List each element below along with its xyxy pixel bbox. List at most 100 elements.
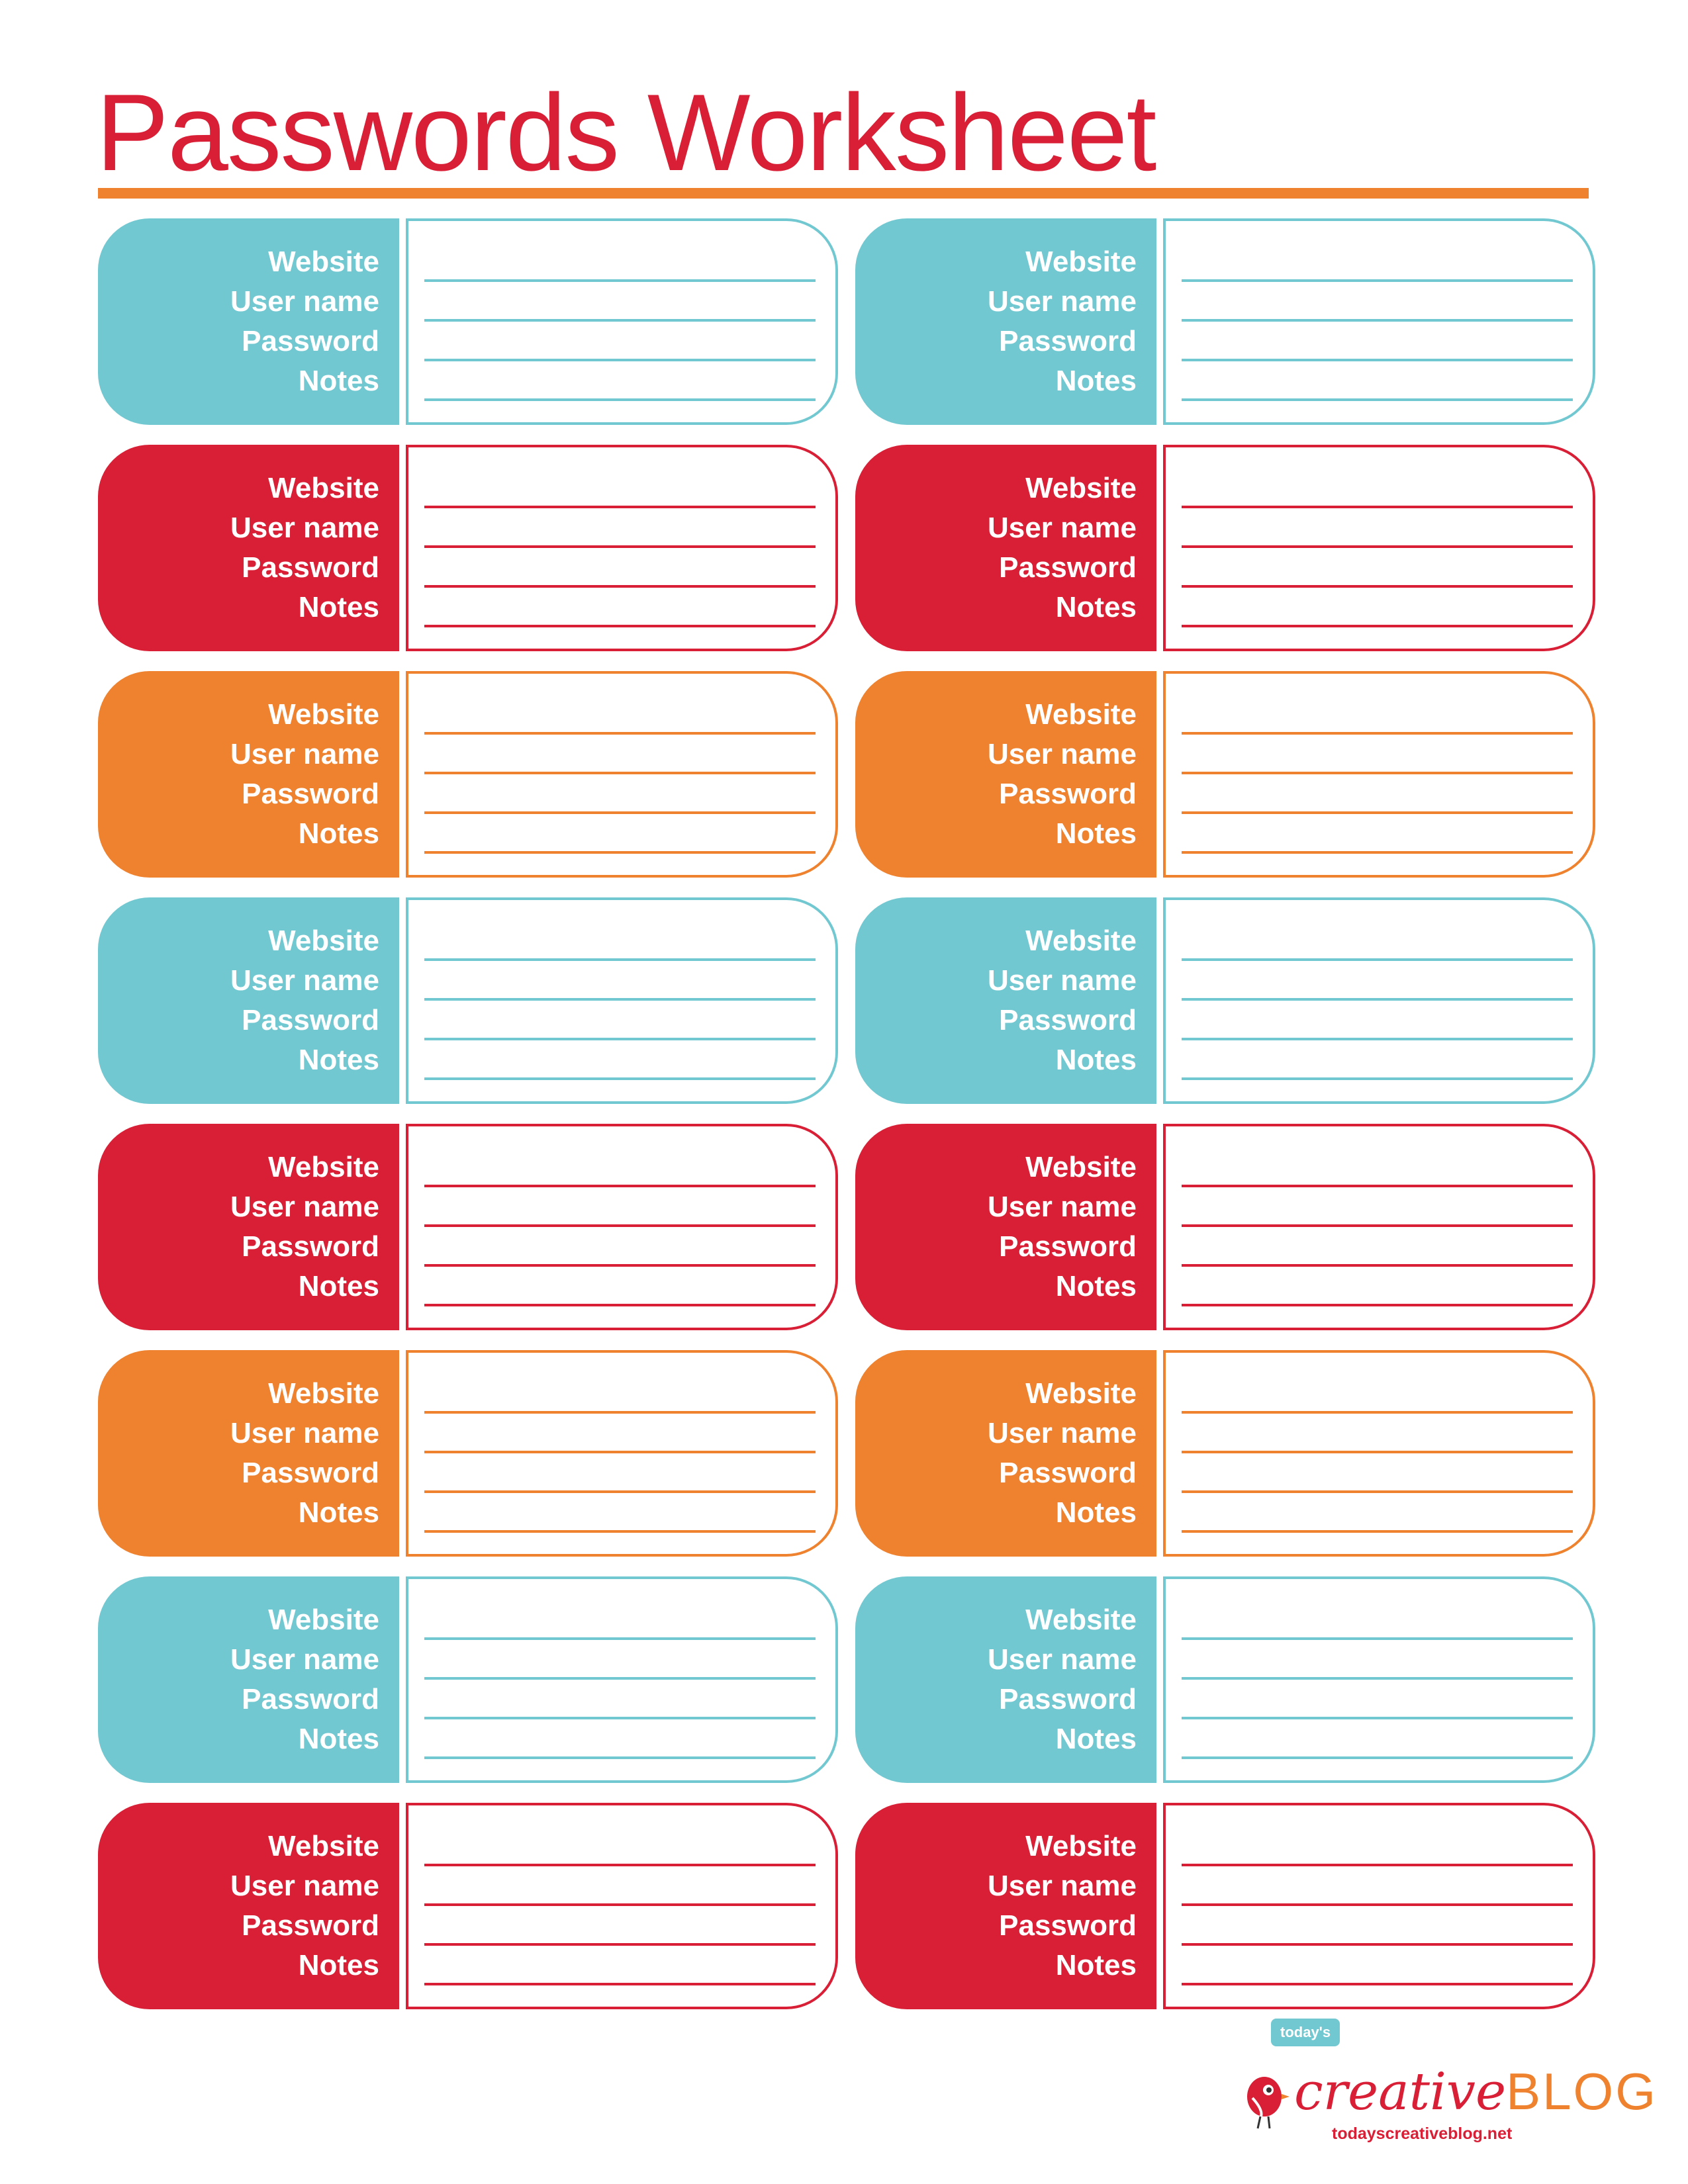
entry-line-website[interactable] [1182, 1600, 1573, 1640]
entry-line-user-name[interactable] [1182, 282, 1573, 322]
password-card: Website User name Password Notes [98, 218, 838, 425]
field-label-website: Website [268, 925, 379, 957]
entry-line-user-name[interactable] [1182, 1187, 1573, 1227]
card-entry-panel [406, 1350, 838, 1557]
password-card: Website User name Password Notes [855, 1350, 1595, 1557]
field-label-user-name: User name [987, 1870, 1137, 1902]
card-entry-panel [406, 671, 838, 878]
entry-line-website[interactable] [1182, 695, 1573, 735]
card-label-panel: Website User name Password Notes [98, 897, 399, 1104]
entry-line-user-name[interactable] [424, 508, 816, 548]
field-label-password: Password [242, 551, 379, 584]
entry-line-notes[interactable] [1182, 1040, 1573, 1080]
card-label-panel: Website User name Password Notes [98, 1350, 399, 1557]
entry-line-website[interactable] [1182, 242, 1573, 282]
entry-line-user-name[interactable] [424, 1414, 816, 1453]
entry-line-password[interactable] [1182, 774, 1573, 814]
field-label-website: Website [1025, 1377, 1137, 1410]
entry-line-notes[interactable] [424, 588, 816, 627]
field-label-notes: Notes [1055, 1270, 1137, 1302]
password-cards-grid: Website User name Password Notes Website User… [98, 218, 1595, 2009]
entry-line-website[interactable] [1182, 469, 1573, 508]
entry-line-website[interactable] [1182, 1148, 1573, 1187]
field-label-user-name: User name [987, 1191, 1137, 1223]
card-entry-panel [406, 1576, 838, 1783]
entry-line-user-name[interactable] [1182, 735, 1573, 774]
entry-line-website[interactable] [1182, 1374, 1573, 1414]
field-label-user-name: User name [987, 1417, 1137, 1449]
entry-line-user-name[interactable] [424, 961, 816, 1001]
entry-line-password[interactable] [1182, 1453, 1573, 1493]
entry-line-website[interactable] [1182, 1827, 1573, 1866]
entry-line-user-name[interactable] [424, 1866, 816, 1906]
entry-line-notes[interactable] [1182, 1267, 1573, 1306]
entry-line-user-name[interactable] [1182, 1640, 1573, 1680]
field-label-user-name: User name [230, 285, 379, 318]
entry-line-password[interactable] [424, 774, 816, 814]
entry-line-website[interactable] [1182, 921, 1573, 961]
field-label-password: Password [242, 1909, 379, 1942]
entry-line-password[interactable] [424, 1680, 816, 1719]
entry-line-notes[interactable] [424, 1267, 816, 1306]
entry-line-password[interactable] [424, 1906, 816, 1946]
entry-line-user-name[interactable] [424, 1187, 816, 1227]
entry-line-user-name[interactable] [424, 282, 816, 322]
entry-line-user-name[interactable] [1182, 1414, 1573, 1453]
field-label-user-name: User name [987, 964, 1137, 997]
password-card: Website User name Password Notes [98, 445, 838, 651]
field-label-password: Password [999, 1004, 1137, 1036]
entry-line-password[interactable] [1182, 548, 1573, 588]
entry-line-notes[interactable] [424, 814, 816, 854]
field-label-password: Password [999, 1457, 1137, 1489]
entry-line-user-name[interactable] [424, 1640, 816, 1680]
entry-line-website[interactable] [424, 1148, 816, 1187]
card-entry-panel [1163, 671, 1595, 878]
field-label-website: Website [268, 472, 379, 504]
field-label-user-name: User name [987, 1643, 1137, 1676]
card-label-panel: Website User name Password Notes [98, 671, 399, 878]
logo-url: todayscreativeblog.net [1332, 2124, 1513, 2143]
entry-line-password[interactable] [1182, 1001, 1573, 1040]
entry-line-user-name[interactable] [1182, 508, 1573, 548]
entry-line-notes[interactable] [1182, 1493, 1573, 1533]
entry-line-notes[interactable] [424, 361, 816, 401]
entry-line-user-name[interactable] [1182, 1866, 1573, 1906]
entry-line-password[interactable] [1182, 322, 1573, 361]
field-label-user-name: User name [230, 1417, 379, 1449]
entry-line-password[interactable] [424, 1227, 816, 1267]
entry-line-password[interactable] [424, 548, 816, 588]
field-label-notes: Notes [298, 1723, 379, 1755]
entry-line-notes[interactable] [1182, 814, 1573, 854]
entry-line-notes[interactable] [1182, 1719, 1573, 1759]
entry-line-website[interactable] [424, 695, 816, 735]
entry-line-password[interactable] [1182, 1680, 1573, 1719]
entry-line-user-name[interactable] [424, 735, 816, 774]
field-label-website: Website [1025, 925, 1137, 957]
password-card: Website User name Password Notes [98, 897, 838, 1104]
entry-line-website[interactable] [424, 1827, 816, 1866]
field-label-website: Website [268, 246, 379, 278]
entry-line-website[interactable] [424, 921, 816, 961]
card-entry-panel [1163, 897, 1595, 1104]
entry-line-password[interactable] [1182, 1906, 1573, 1946]
entry-line-password[interactable] [424, 1453, 816, 1493]
entry-line-notes[interactable] [424, 1493, 816, 1533]
field-label-user-name: User name [230, 1643, 379, 1676]
title-underline [98, 188, 1589, 199]
entry-line-password[interactable] [424, 322, 816, 361]
entry-line-website[interactable] [424, 1374, 816, 1414]
entry-line-notes[interactable] [1182, 1946, 1573, 1985]
entry-line-user-name[interactable] [1182, 961, 1573, 1001]
field-label-notes: Notes [1055, 1044, 1137, 1076]
entry-line-password[interactable] [1182, 1227, 1573, 1267]
entry-line-notes[interactable] [1182, 361, 1573, 401]
entry-line-password[interactable] [424, 1001, 816, 1040]
entry-line-website[interactable] [424, 242, 816, 282]
entry-line-website[interactable] [424, 1600, 816, 1640]
entry-line-notes[interactable] [424, 1946, 816, 1985]
entry-line-website[interactable] [424, 469, 816, 508]
entry-line-notes[interactable] [1182, 588, 1573, 627]
entry-line-notes[interactable] [424, 1040, 816, 1080]
card-entry-panel [406, 1124, 838, 1330]
entry-line-notes[interactable] [424, 1719, 816, 1759]
